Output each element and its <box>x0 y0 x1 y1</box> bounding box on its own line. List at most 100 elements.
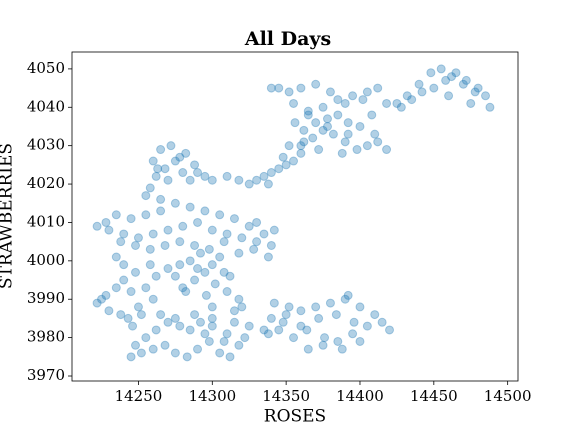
point <box>266 240 276 250</box>
point <box>151 325 161 335</box>
point <box>225 352 235 362</box>
x-tick-label: 14450 <box>410 387 458 405</box>
point <box>160 164 170 174</box>
point <box>447 72 457 82</box>
point <box>269 225 279 235</box>
point <box>141 333 151 343</box>
point <box>160 240 170 250</box>
point <box>200 206 210 216</box>
x-tick-label: 14500 <box>484 387 532 405</box>
point <box>185 175 195 185</box>
point <box>337 344 347 354</box>
point <box>244 221 254 231</box>
point <box>259 171 269 181</box>
point <box>244 179 254 189</box>
point <box>163 225 173 235</box>
point <box>414 79 424 89</box>
point <box>314 145 324 155</box>
point <box>200 267 210 277</box>
point <box>131 267 141 277</box>
point <box>263 252 273 262</box>
y-tick-label: 4030 <box>27 136 65 154</box>
point <box>111 210 121 220</box>
point <box>133 302 143 312</box>
point <box>237 302 247 312</box>
point <box>207 302 217 312</box>
point <box>136 310 146 320</box>
point <box>175 260 185 270</box>
point <box>481 91 491 101</box>
point <box>148 344 158 354</box>
point <box>119 260 129 270</box>
point <box>284 302 294 312</box>
point <box>234 175 244 185</box>
point <box>190 240 200 250</box>
point <box>182 352 192 362</box>
point <box>148 156 158 166</box>
point <box>466 98 476 108</box>
point <box>126 352 136 362</box>
point <box>367 110 377 120</box>
point <box>207 175 217 185</box>
x-tick-label: 14350 <box>262 387 310 405</box>
y-tick-label: 3980 <box>27 328 65 346</box>
point <box>170 271 180 281</box>
point <box>148 229 158 239</box>
point <box>181 287 191 297</box>
point <box>190 160 200 170</box>
point <box>333 95 343 105</box>
point <box>373 137 383 147</box>
point <box>343 290 353 300</box>
point <box>225 271 235 281</box>
point <box>259 325 269 335</box>
point <box>234 340 244 350</box>
point <box>200 171 210 181</box>
point <box>373 83 383 93</box>
point <box>362 87 372 97</box>
point <box>296 321 306 331</box>
point <box>207 225 217 235</box>
point <box>219 237 229 247</box>
point <box>274 164 284 174</box>
point <box>193 168 203 178</box>
point <box>266 83 276 93</box>
point <box>244 321 254 331</box>
point <box>178 283 188 293</box>
point <box>266 313 276 323</box>
point <box>370 129 380 139</box>
point <box>163 175 173 185</box>
point <box>219 336 229 346</box>
point <box>426 68 436 78</box>
y-tick-label: 4020 <box>27 174 65 192</box>
point <box>229 306 239 316</box>
point <box>237 233 247 243</box>
y-axis-label: STRAWBERRIES <box>0 143 17 289</box>
point <box>311 79 321 89</box>
point <box>274 83 284 93</box>
point <box>119 229 129 239</box>
point <box>325 87 335 97</box>
y-tick-label: 4050 <box>27 59 65 77</box>
point <box>429 83 439 93</box>
point <box>343 118 353 128</box>
point <box>461 75 471 85</box>
point <box>355 302 365 312</box>
point <box>200 329 210 339</box>
point <box>153 164 163 174</box>
point <box>145 260 155 270</box>
x-tick-label: 14300 <box>188 387 236 405</box>
point <box>92 298 102 308</box>
y-tick-label: 4000 <box>27 251 65 269</box>
point <box>156 145 166 155</box>
point <box>141 283 151 293</box>
point <box>101 290 111 300</box>
point <box>385 325 395 335</box>
point <box>328 129 338 139</box>
point <box>207 260 217 270</box>
point <box>308 133 318 143</box>
point <box>222 329 232 339</box>
point <box>343 129 353 139</box>
point <box>299 137 309 147</box>
point <box>97 294 107 304</box>
point <box>145 244 155 254</box>
